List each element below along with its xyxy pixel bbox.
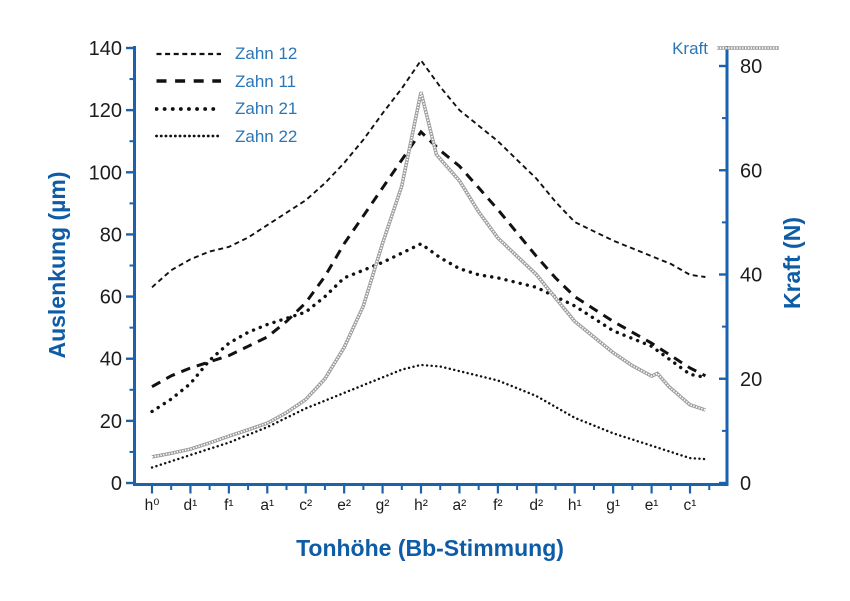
legend-label-zahn-22: Zahn 22 [235, 126, 298, 146]
x-tick-label: a² [453, 497, 467, 514]
x-tick-label: g² [376, 497, 390, 514]
y-right-tick-label: 20 [740, 369, 762, 391]
x-tick-label: f¹ [224, 497, 233, 514]
series-kraft [151, 91, 706, 459]
x-tick-label: a¹ [260, 497, 274, 514]
x-tick-label: h² [414, 497, 428, 514]
y-left-tick-label: 20 [100, 411, 122, 433]
y-axis-title-right: Kraft (N) [778, 217, 805, 309]
y-left-tick-label: 120 [89, 100, 122, 122]
y-left-tick-label: 40 [100, 349, 122, 371]
series-zahn-21 [150, 241, 708, 414]
x-tick-label: e¹ [645, 497, 659, 514]
legend-label-zahn-21: Zahn 21 [235, 99, 298, 119]
y-axis-left-ticks: 0 20 40 60 80 100 120 140 [89, 38, 135, 495]
series-zahn-22 [150, 363, 707, 469]
legend-item-zahn-22: Zahn 22 [155, 123, 375, 151]
y-left-tick-label: 60 [100, 287, 122, 309]
x-tick-label: g¹ [606, 497, 620, 514]
y-right-tick-label: 40 [740, 265, 762, 287]
x-tick-label: d¹ [184, 497, 198, 514]
y-right-tick-label: 60 [740, 160, 762, 182]
legend-item-zahn-12: Zahn 12 [155, 40, 375, 68]
series-zahn-12 [151, 58, 706, 289]
x-tick-label: h⁰ [145, 497, 160, 514]
y-axis-right-ticks: 0 20 40 60 80 [719, 56, 762, 495]
series-zahn-11 [151, 129, 707, 389]
x-tick-label: c² [299, 497, 312, 514]
legend-label-kraft: Kraft [672, 38, 708, 58]
y-left-tick-label: 80 [100, 224, 122, 246]
legend-item-zahn-11: Zahn 11 [155, 68, 375, 96]
x-tick-label: f² [493, 497, 502, 514]
x-tick-label: c¹ [684, 497, 697, 514]
y-axis-title-left: Auslenkung (µm) [43, 171, 70, 359]
legend-sample-kraft-icon [716, 41, 780, 55]
x-tick-label: e² [337, 497, 351, 514]
legend: Zahn 12 Zahn 11 Zahn 21 Zahn 22 [155, 40, 375, 150]
x-tick-label: h¹ [568, 497, 582, 514]
legend-item-zahn-21: Zahn 21 [155, 95, 375, 123]
y-right-tick-label: 80 [740, 56, 762, 78]
x-tick-label: d² [529, 497, 543, 514]
legend-sample-zahn-11-icon [155, 74, 222, 88]
y-left-tick-label: 100 [89, 162, 122, 184]
y-left-tick-label: 0 [111, 473, 122, 495]
legend-sample-zahn-22-icon [155, 129, 222, 143]
y-right-tick-label: 0 [740, 473, 751, 495]
x-axis-ticks: h⁰ d¹ f¹ a¹ c² e² g² h² a² f² d² h¹ g¹ e¹ c¹ [145, 484, 711, 514]
legend-sample-zahn-12-icon [155, 47, 222, 61]
legend-sample-zahn-21-icon [155, 102, 222, 116]
legend-label-zahn-11: Zahn 11 [235, 71, 297, 91]
legend-label-zahn-12: Zahn 12 [235, 44, 298, 64]
y-left-tick-label: 140 [89, 38, 122, 60]
x-axis-title: Tonhöhe (Bb-Stimmung) [296, 534, 564, 561]
legend-item-kraft: Kraft [560, 38, 780, 58]
